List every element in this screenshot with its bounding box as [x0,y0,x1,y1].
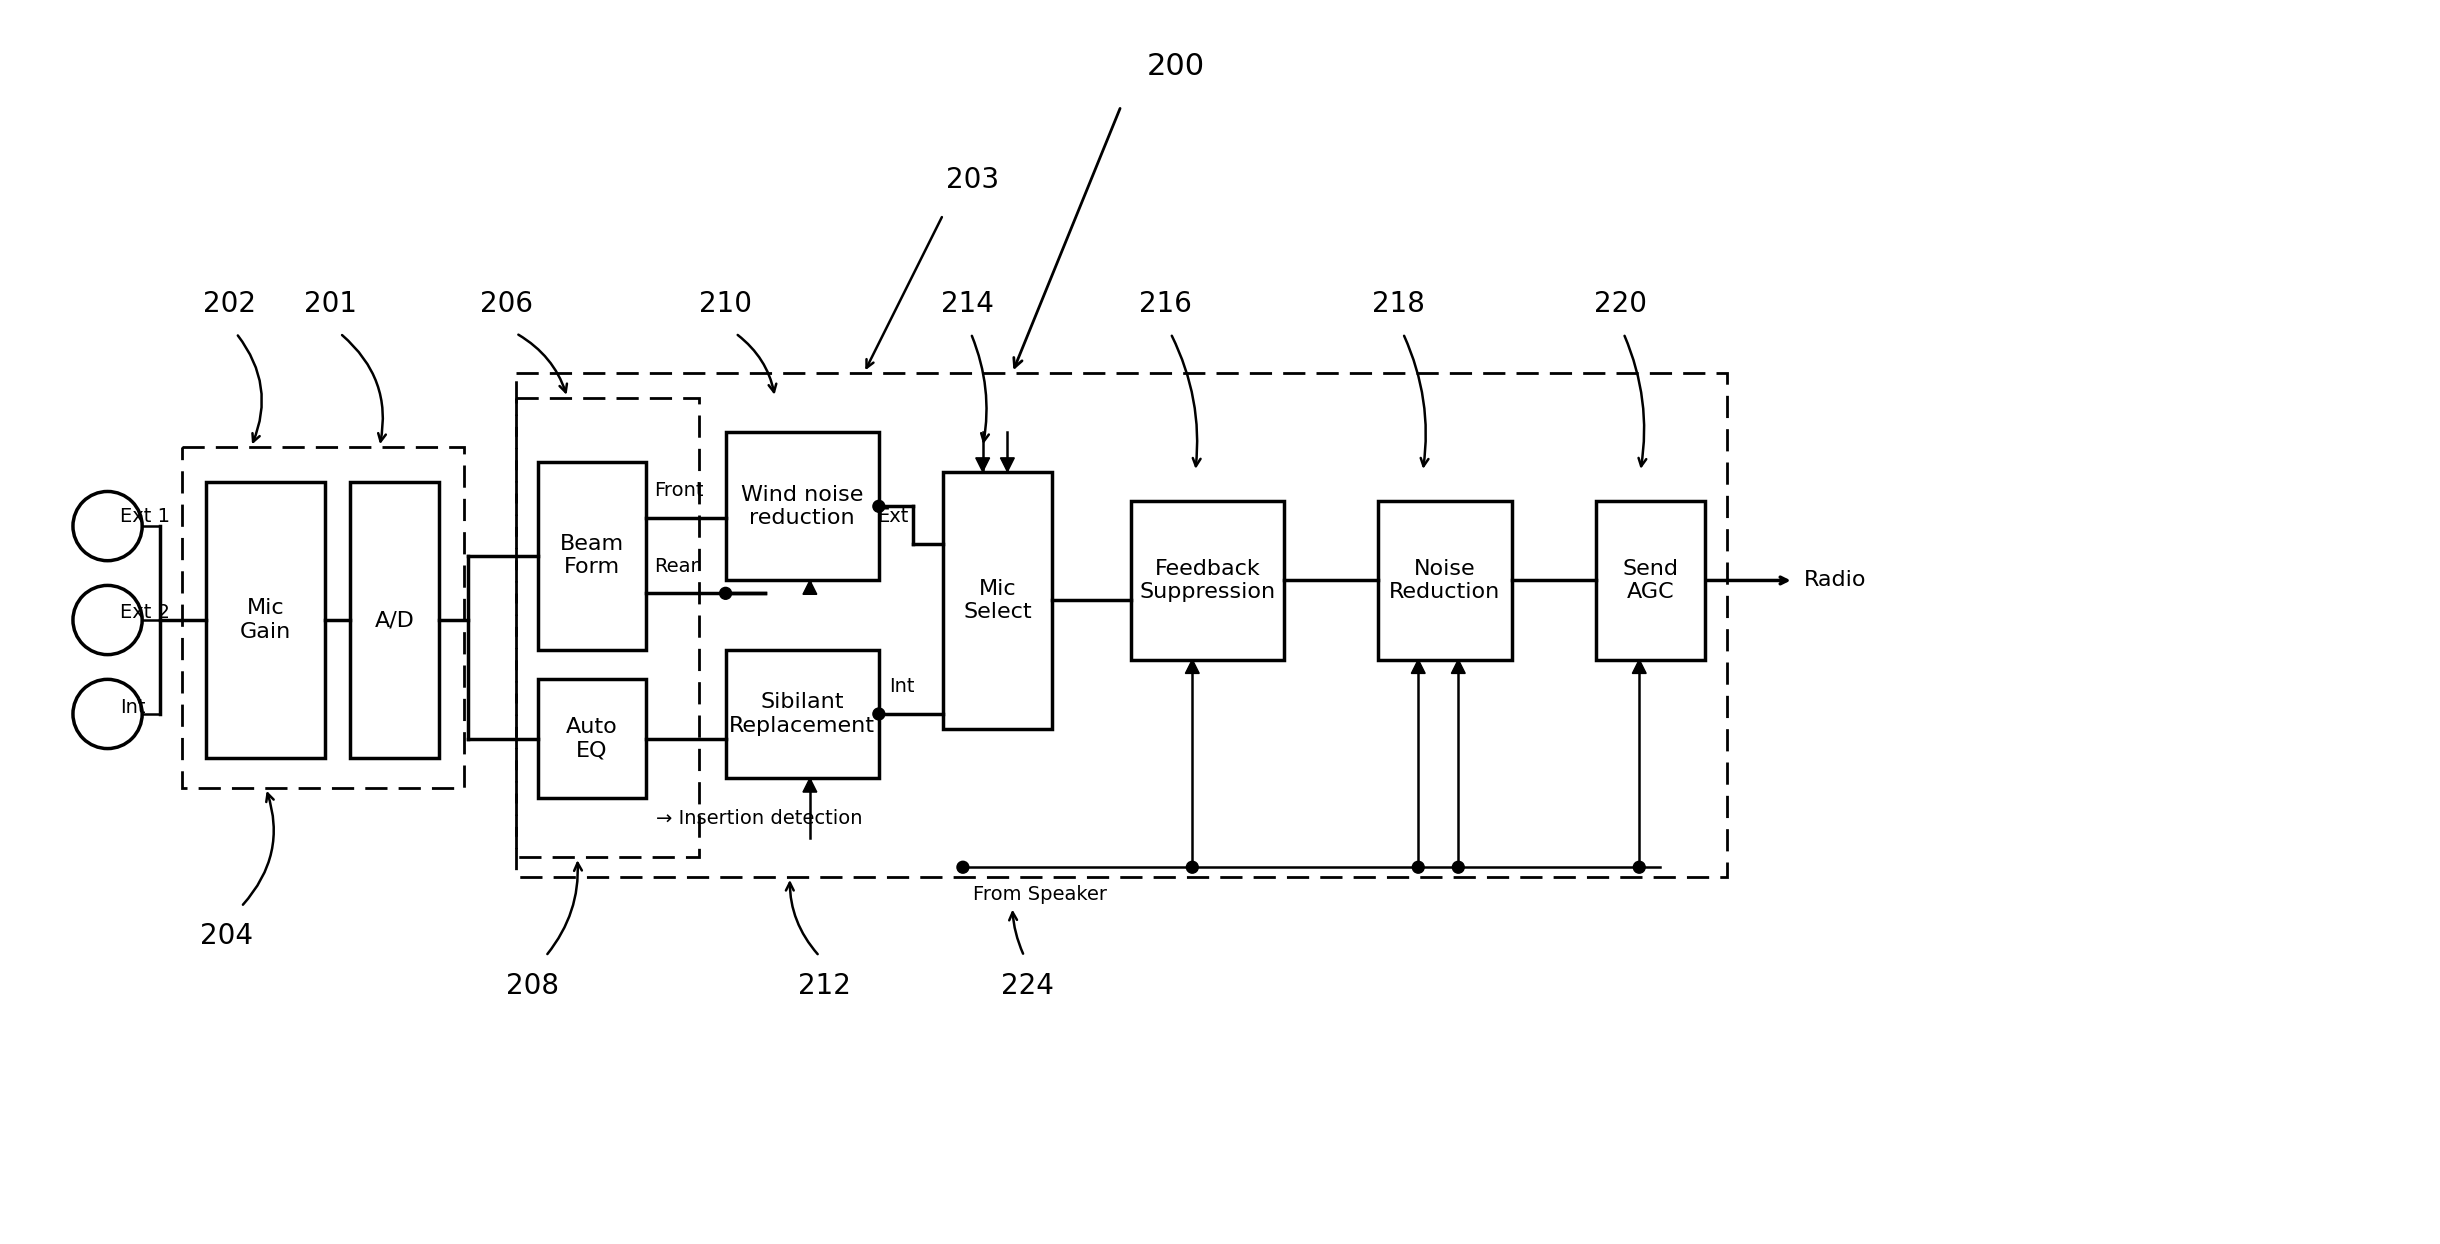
Circle shape [73,586,142,654]
Bar [725,649,878,779]
Circle shape [874,500,886,513]
Polygon shape [803,779,817,792]
Text: Rear: Rear [654,556,698,576]
Text: Auto
EQ: Auto EQ [566,717,617,760]
Bar [1379,501,1513,659]
Bar [515,398,698,857]
Text: Send
AGC: Send AGC [1623,559,1679,602]
Text: Int: Int [120,698,146,717]
Circle shape [720,587,732,600]
Text: Wind noise
reduction: Wind noise reduction [742,485,864,527]
Text: Beam
Form: Beam Form [561,534,625,577]
Text: 204: 204 [200,923,254,950]
Text: 202: 202 [203,290,256,317]
Text: 208: 208 [505,972,559,1000]
Bar [207,481,325,759]
Bar [349,481,439,759]
Circle shape [73,491,142,561]
Circle shape [874,708,886,720]
Bar [725,432,878,581]
Polygon shape [1452,659,1466,673]
Polygon shape [1632,659,1647,673]
Polygon shape [1186,659,1198,673]
Circle shape [1186,861,1198,873]
Bar [944,471,1052,729]
Text: Front: Front [654,481,703,500]
Text: Int: Int [888,677,915,697]
Text: Noise
Reduction: Noise Reduction [1388,559,1501,602]
Text: 224: 224 [1000,972,1054,1000]
Text: 214: 214 [942,290,993,317]
Text: 206: 206 [481,290,532,317]
Circle shape [73,679,142,749]
Circle shape [956,861,969,873]
Bar [1596,501,1706,659]
Polygon shape [1410,659,1425,673]
Bar [537,462,647,649]
Text: Radio: Radio [1803,571,1867,591]
Text: Feedback
Suppression: Feedback Suppression [1139,559,1276,602]
Circle shape [1632,861,1645,873]
Polygon shape [803,581,817,595]
Text: 201: 201 [303,290,356,317]
Bar [537,679,647,797]
Text: Ext 2: Ext 2 [120,602,171,622]
Text: 218: 218 [1371,290,1425,317]
Circle shape [1452,861,1464,873]
Text: → Insertion detection: → Insertion detection [656,809,864,827]
Polygon shape [976,458,991,471]
Text: 212: 212 [798,972,852,1000]
Text: 200: 200 [1147,52,1205,81]
Bar [515,373,1728,877]
Bar [181,447,464,789]
Text: A/D: A/D [373,610,415,629]
Text: 216: 216 [1139,290,1193,317]
Text: 220: 220 [1593,290,1647,317]
Text: From Speaker: From Speaker [974,884,1108,904]
Text: Ext: Ext [876,506,908,526]
Text: Sibilant
Replacement: Sibilant Replacement [730,693,876,735]
Text: 210: 210 [700,290,752,317]
Polygon shape [1000,458,1015,471]
Text: Ext 1: Ext 1 [120,506,171,526]
Text: Mic
Select: Mic Select [964,578,1032,622]
Text: Mic
Gain: Mic Gain [239,598,290,642]
Text: 203: 203 [947,165,1000,194]
Bar [1132,501,1283,659]
Circle shape [1413,861,1425,873]
